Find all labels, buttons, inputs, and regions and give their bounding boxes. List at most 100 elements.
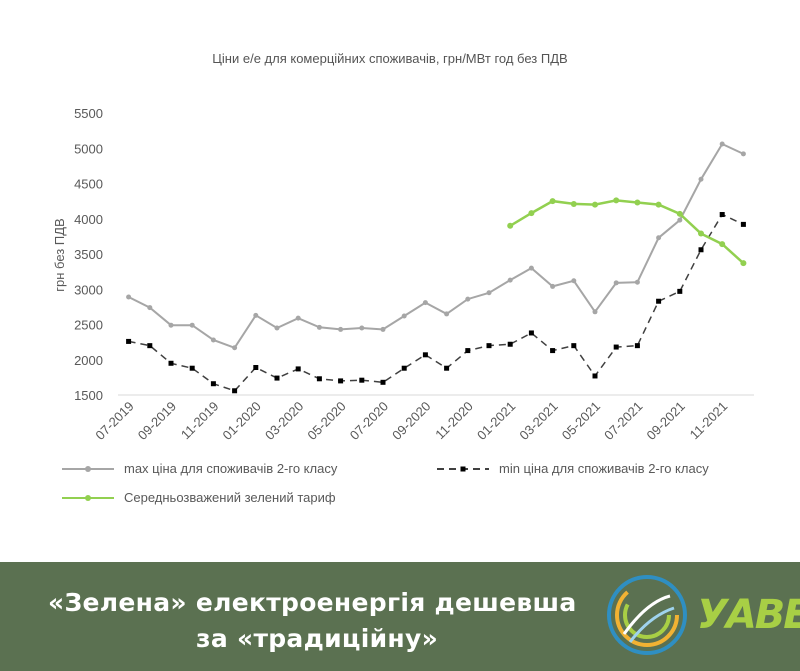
series-line-3: [509, 199, 745, 265]
x-tick-label: 09-2021: [644, 399, 688, 443]
banner-headline-line1: «Зелена» електроенергія дешевша: [48, 588, 577, 617]
data-point: [253, 312, 259, 318]
data-point: [359, 325, 365, 331]
data-point: [486, 290, 492, 296]
data-point: [698, 247, 704, 253]
data-point: [719, 241, 726, 248]
y-tick-label: 1500: [74, 388, 103, 403]
data-point: [465, 348, 471, 354]
data-point: [401, 365, 407, 371]
data-point: [210, 337, 216, 343]
data-point: [528, 265, 534, 271]
x-tick-label: 03-2021: [516, 399, 560, 443]
data-point: [422, 300, 428, 306]
data-point: [295, 366, 301, 372]
data-point: [338, 326, 344, 332]
x-tick-label: 01-2021: [474, 399, 518, 443]
data-point: [126, 294, 132, 300]
data-point: [168, 360, 174, 366]
data-point: [380, 326, 386, 332]
x-tick-label: 05-2021: [559, 399, 603, 443]
data-point: [528, 330, 534, 336]
data-point: [656, 298, 662, 304]
chart-area: Ціни е/е для комерційних споживачів, грн…: [52, 51, 754, 505]
data-point: [507, 222, 514, 229]
data-point: [740, 260, 747, 267]
y-tick-label: 5500: [74, 106, 103, 121]
data-point: [676, 210, 683, 217]
data-point: [656, 235, 662, 241]
price-chart: Ціни е/е для комерційних споживачів, грн…: [52, 51, 754, 505]
data-point: [677, 217, 683, 223]
x-tick-label: 11-2021: [687, 399, 731, 443]
data-point: [444, 365, 450, 371]
data-point: [528, 210, 535, 217]
y-tick-label: 2000: [74, 353, 103, 368]
data-point: [465, 296, 471, 302]
data-point: [507, 341, 513, 347]
x-tick-label: 05-2020: [304, 399, 348, 443]
data-point: [550, 348, 556, 354]
y-tick-label: 3000: [74, 282, 103, 297]
data-point: [592, 201, 598, 208]
data-point: [719, 141, 725, 147]
series-line-2: [128, 213, 744, 392]
data-point: [189, 365, 195, 371]
x-tick-label: 11-2019: [178, 399, 222, 443]
x-tick-label: 01-2020: [220, 399, 264, 443]
y-tick-label: 2500: [74, 318, 103, 333]
x-tick-label: 09-2020: [389, 399, 433, 443]
series-line-1: [128, 142, 744, 350]
data-point: [401, 313, 407, 319]
legend-label-3: Середньозважений зелений тариф: [124, 490, 336, 505]
data-point: [613, 344, 619, 350]
data-point: [613, 197, 620, 204]
data-point: [316, 324, 322, 330]
y-tick-label: 4500: [74, 177, 103, 192]
data-point: [168, 322, 174, 328]
data-point: [210, 381, 216, 387]
legend-label-2: min ціна для споживачів 2-го класу: [499, 461, 709, 476]
data-point: [550, 283, 556, 289]
data-point: [570, 200, 577, 207]
data-point: [592, 373, 598, 379]
data-point: [232, 388, 238, 394]
x-tick-label: 09-2019: [135, 399, 179, 443]
data-point: [592, 309, 598, 315]
x-tick-label: 11-2020: [432, 399, 476, 443]
y-ticks: 5500 5000 4500 4000 3500 3000 2500 2000 1500: [74, 106, 103, 403]
data-point: [295, 315, 301, 321]
x-tick-label: 07-2020: [347, 399, 391, 443]
y-axis-label: грн без ПДВ: [52, 218, 67, 291]
data-point: [126, 338, 132, 344]
logo-text: УАВЕ: [697, 592, 800, 638]
data-point: [634, 199, 641, 206]
data-point: [549, 198, 556, 205]
data-point: [338, 378, 344, 384]
legend: max ціна для споживачів 2-го класу min ці…: [62, 461, 709, 505]
legend-marker: [85, 495, 91, 501]
data-point: [316, 376, 322, 382]
data-point: [359, 377, 365, 383]
chart-title: Ціни е/е для комерційних споживачів, грн…: [212, 51, 567, 66]
data-point: [422, 352, 428, 358]
y-tick-label: 5000: [74, 141, 103, 156]
data-point: [655, 201, 662, 208]
banner-headline-line2: за «традиційну»: [196, 624, 439, 653]
data-point: [740, 151, 746, 157]
data-point: [232, 345, 238, 351]
data-point: [147, 305, 153, 311]
x-tick-label: 03-2020: [262, 399, 306, 443]
data-point: [274, 375, 280, 381]
legend-label-1: max ціна для споживачів 2-го класу: [124, 461, 338, 476]
data-point: [274, 325, 280, 331]
data-point: [613, 280, 619, 286]
data-point: [719, 212, 725, 218]
data-point: [677, 288, 683, 294]
data-point: [571, 278, 577, 284]
y-tick-label: 3500: [74, 247, 103, 262]
data-point: [444, 311, 450, 317]
data-point: [189, 322, 195, 328]
data-point: [698, 230, 704, 237]
data-point: [253, 365, 259, 371]
